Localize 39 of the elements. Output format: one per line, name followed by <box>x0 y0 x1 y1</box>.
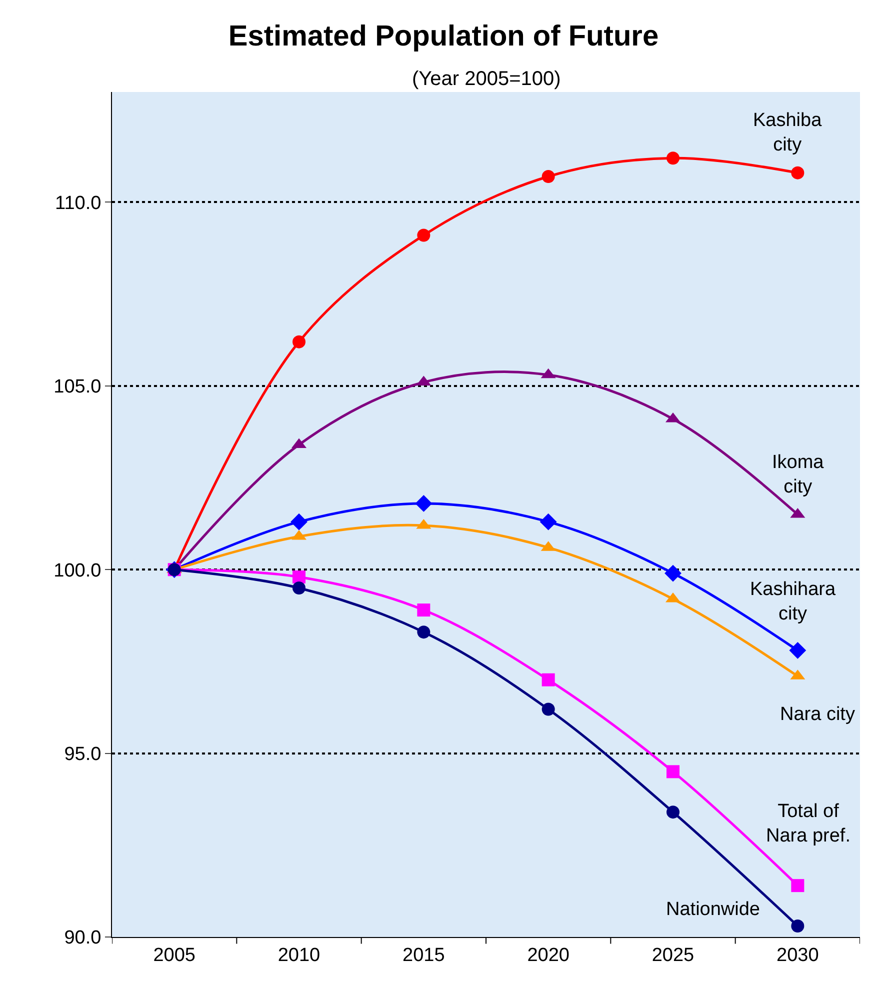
point <box>417 228 430 242</box>
y-tick-label: 100.0 <box>54 560 102 582</box>
x-tick-label: 2025 <box>652 944 694 966</box>
x-tick-label: 2030 <box>776 944 819 966</box>
x-tick-label: 2015 <box>402 944 445 966</box>
point <box>666 765 680 778</box>
point <box>789 642 806 659</box>
series-label: Ikoma city <box>772 452 824 498</box>
point <box>791 166 804 180</box>
chart-title: Estimated Population of Future <box>228 20 659 52</box>
series-label: Nationwide <box>666 899 760 920</box>
point <box>290 513 308 530</box>
point <box>292 581 306 594</box>
point <box>542 170 555 183</box>
y-tick-label: 105.0 <box>54 376 102 398</box>
series-label: Kashiba city <box>753 110 822 156</box>
point <box>791 879 804 892</box>
x-tick-label: 2010 <box>278 944 320 966</box>
x-tick-label: 2005 <box>153 944 196 966</box>
series-label: Total of Nara pref. <box>766 801 850 847</box>
point <box>666 806 680 819</box>
point <box>292 570 306 584</box>
point <box>542 673 555 686</box>
point <box>666 152 680 165</box>
y-tick-label: 110.0 <box>55 192 102 214</box>
series-label: Nara city <box>780 704 856 725</box>
point <box>791 919 804 932</box>
point <box>415 495 432 512</box>
y-tick-label: 90.0 <box>64 928 102 949</box>
point <box>664 564 682 582</box>
point <box>540 513 557 530</box>
series-label: Kashihara city <box>750 579 836 625</box>
point <box>542 702 555 716</box>
chart-subtitle: (Year 2005=100) <box>412 68 561 90</box>
point <box>417 604 430 617</box>
x-tick-label: 2020 <box>527 944 570 966</box>
point <box>417 626 430 639</box>
y-tick-label: 95.0 <box>64 744 102 765</box>
point <box>292 335 306 348</box>
